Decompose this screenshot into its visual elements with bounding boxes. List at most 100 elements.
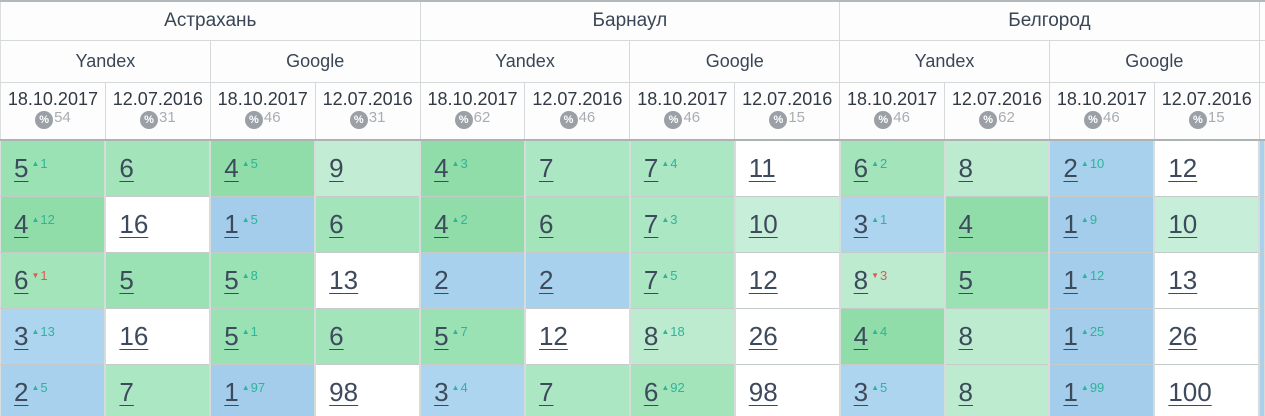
position-link[interactable]: 1 <box>1063 209 1078 239</box>
position-link[interactable]: 9 <box>329 153 344 183</box>
position-link[interactable]: 98 <box>329 377 359 407</box>
percent-icon: % <box>664 111 683 129</box>
position-link[interactable]: 12 <box>538 321 568 351</box>
position-link[interactable]: 1 <box>1063 265 1078 295</box>
table-row: 6 ▼1 5 5 ▲8 13 2 2 7 ▲5 12 8 ▼3 5 1 ▲12 13 <box>0 252 1265 309</box>
position-link[interactable]: 6 <box>14 265 29 295</box>
arrow-up-icon: ▲ <box>241 215 250 224</box>
position-link[interactable]: 2 <box>538 265 554 295</box>
change-up: ▲3 <box>661 212 677 227</box>
position-link[interactable]: 98 <box>748 377 778 407</box>
position-link[interactable]: 6 <box>329 321 344 351</box>
position-link[interactable]: 6 <box>538 209 554 239</box>
position-link[interactable]: 10 <box>748 209 778 239</box>
position-link[interactable]: 7 <box>643 153 659 183</box>
position-link[interactable]: 5 <box>958 265 973 295</box>
arrow-up-icon: ▲ <box>31 327 40 336</box>
position-cell: 2 ▲10 <box>1049 140 1156 197</box>
position-link[interactable]: 5 <box>14 153 29 183</box>
change-up: ▲4 <box>661 156 677 171</box>
position-link[interactable]: 8 <box>958 153 973 183</box>
arrow-up-icon: ▲ <box>871 383 880 392</box>
position-link[interactable]: 2 <box>14 377 29 407</box>
position-link[interactable]: 5 <box>434 321 449 351</box>
position-link[interactable]: 10 <box>1168 209 1198 239</box>
visibility-badge: % 46 <box>840 109 944 129</box>
position-link[interactable]: 7 <box>643 209 659 239</box>
position-link[interactable]: 1 <box>1063 377 1078 407</box>
position-link[interactable]: 4 <box>434 153 449 183</box>
change-up: ▲1 <box>242 324 258 339</box>
position-link[interactable]: 7 <box>119 377 134 407</box>
change-value: 1 <box>250 324 258 339</box>
position-link[interactable]: 2 <box>1063 153 1078 183</box>
position-link[interactable]: 4 <box>434 209 449 239</box>
percent-icon: % <box>1084 111 1103 129</box>
position-cell: 8 <box>944 140 1051 197</box>
position-link[interactable]: 12 <box>1168 153 1198 183</box>
position-link[interactable]: 6 <box>643 377 659 407</box>
position-link[interactable]: 6 <box>853 153 869 183</box>
position-link[interactable]: 8 <box>958 377 973 407</box>
position-link[interactable]: 16 <box>119 321 149 351</box>
visibility-badge: % 54 <box>1 109 105 129</box>
position-link[interactable]: 26 <box>748 321 778 351</box>
position-link[interactable]: 4 <box>853 321 869 351</box>
position-link[interactable]: 16 <box>119 209 149 239</box>
change-up: ▲8 <box>242 268 258 283</box>
visibility-badge: % 31 <box>106 109 210 129</box>
visibility-value: 46 <box>683 109 701 126</box>
position-cell: 26 <box>1154 308 1261 365</box>
date-label: 12.07.2016 <box>112 89 203 109</box>
position-link[interactable]: 3 <box>853 209 869 239</box>
position-link[interactable]: 1 <box>224 209 239 239</box>
visibility-value: 15 <box>1207 109 1225 126</box>
position-cell: 8 <box>944 308 1051 365</box>
position-cell: 10 <box>734 196 841 253</box>
position-link[interactable]: 11 <box>748 153 776 183</box>
position-link[interactable]: 8 <box>958 321 973 351</box>
position-link[interactable]: 7 <box>643 265 659 295</box>
position-link[interactable]: 7 <box>538 377 554 407</box>
position-link[interactable]: 12 <box>748 265 778 295</box>
arrow-up-icon: ▲ <box>1080 271 1089 280</box>
position-link[interactable]: 7 <box>538 153 554 183</box>
position-link[interactable]: 100 <box>1168 377 1212 407</box>
change-value: 25 <box>1089 324 1105 339</box>
position-link[interactable]: 3 <box>14 321 29 351</box>
position-link[interactable]: 5 <box>224 321 239 351</box>
position-link[interactable]: 26 <box>1168 321 1198 351</box>
next-column-sliver <box>1259 364 1265 416</box>
change-up: ▲1 <box>871 212 887 227</box>
position-link[interactable]: 8 <box>643 321 659 351</box>
position-link[interactable]: 4 <box>224 153 239 183</box>
position-link[interactable]: 2 <box>434 265 449 295</box>
position-cell: 7 ▲3 <box>629 196 736 253</box>
table-row: 4 ▲12 16 1 ▲5 6 4 ▲2 6 7 ▲3 10 3 ▲1 4 1 ▲9 10 <box>0 196 1265 253</box>
engine-header-row: Yandex Google Yandex Google Yandex Google <box>0 40 1265 83</box>
position-link[interactable]: 1 <box>224 377 239 407</box>
position-link[interactable]: 6 <box>329 209 344 239</box>
date-header: 18.10.2017% 54 <box>0 82 106 141</box>
date-label: 18.10.2017 <box>1056 89 1147 109</box>
position-cell: 7 <box>105 364 212 416</box>
position-link[interactable]: 1 <box>1063 321 1078 351</box>
change-value: 1 <box>40 268 48 283</box>
position-cell: 5 ▲7 <box>420 308 526 365</box>
position-link[interactable]: 13 <box>329 265 359 295</box>
position-link[interactable]: 6 <box>119 153 134 183</box>
position-link[interactable]: 4 <box>14 209 29 239</box>
position-link[interactable]: 13 <box>1168 265 1198 295</box>
position-link[interactable]: 5 <box>224 265 239 295</box>
position-link[interactable]: 4 <box>958 209 973 239</box>
position-link[interactable]: 8 <box>853 265 869 295</box>
date-header: 18.10.2017% 62 <box>420 82 526 141</box>
position-cell: 10 <box>1154 196 1261 253</box>
position-link[interactable]: 5 <box>119 265 134 295</box>
next-column-sliver <box>1259 40 1265 83</box>
arrow-up-icon: ▲ <box>451 215 460 224</box>
arrow-up-icon: ▲ <box>1080 215 1089 224</box>
position-link[interactable]: 3 <box>434 377 449 407</box>
position-link[interactable]: 3 <box>853 377 869 407</box>
